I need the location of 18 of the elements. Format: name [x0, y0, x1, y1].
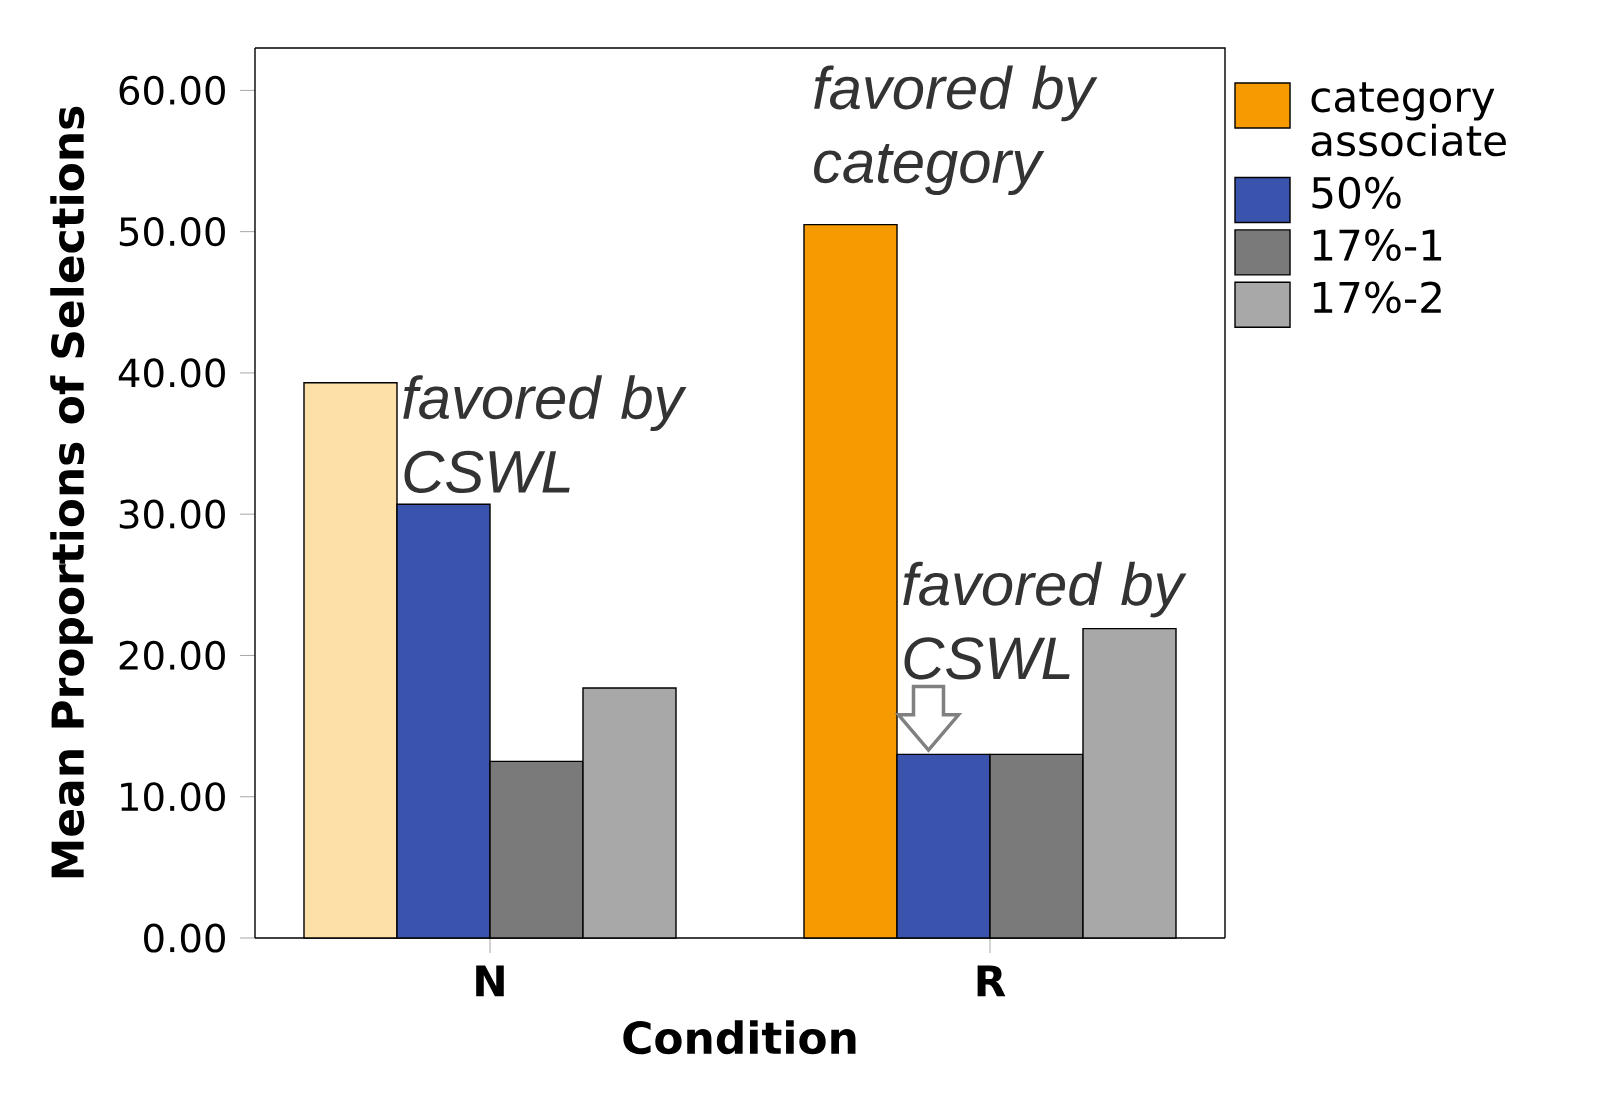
- y-tick-label: 30.00: [119, 499, 225, 529]
- annotation: favored by category: [814, 65, 1098, 196]
- y-tick-label: 50.00: [119, 217, 225, 247]
- y-tick-label: 20.00: [119, 640, 225, 671]
- legend-label: 50%: [1312, 176, 1401, 209]
- annotation: favored by CSWL: [403, 375, 687, 494]
- legend-label: 17%-1: [1313, 229, 1442, 262]
- x-axis-title: Condition: [623, 1020, 856, 1055]
- y-tick-label: 60.00: [119, 75, 225, 106]
- legend-label: 17%-2: [1313, 281, 1441, 314]
- annotation: favored by CSWL: [903, 561, 1187, 680]
- y-axis-title: Mean Proportions of Selections: [50, 106, 93, 878]
- y-tick-label: 40.00: [118, 358, 225, 388]
- x-tick-label: R: [977, 965, 1006, 997]
- y-tick-label: 10.00: [121, 782, 225, 812]
- legend-label: category associate: [1311, 82, 1506, 157]
- y-tick-label: 0.00: [144, 923, 225, 953]
- x-tick-label: N: [476, 965, 504, 997]
